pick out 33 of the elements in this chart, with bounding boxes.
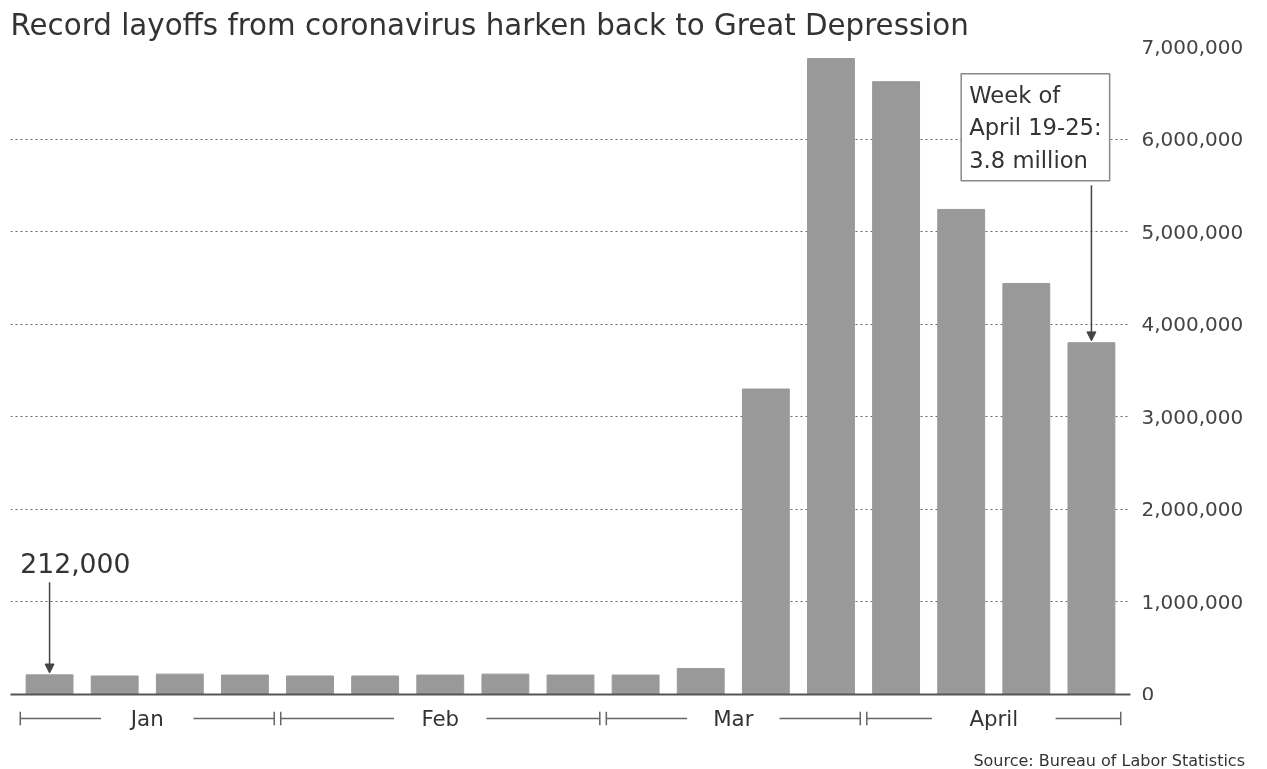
y-tick-label: 6,000,000 bbox=[1141, 127, 1244, 152]
text: Jan bbox=[128, 706, 164, 731]
text: April bbox=[969, 706, 1019, 731]
source-note: Source: Bureau of Labor Statistics bbox=[973, 750, 1245, 769]
annotation: 212,000 bbox=[20, 548, 131, 580]
bar bbox=[611, 674, 660, 695]
bar bbox=[872, 81, 921, 695]
bar bbox=[90, 675, 139, 695]
y-tick-label: 1,000,000 bbox=[1141, 589, 1244, 614]
bar bbox=[1002, 282, 1051, 695]
bar bbox=[155, 673, 204, 695]
bar bbox=[807, 58, 855, 695]
y-tick-label: 0 bbox=[1141, 681, 1155, 706]
text: Mar bbox=[713, 706, 754, 731]
y-tick-label: 2,000,000 bbox=[1141, 497, 1244, 522]
bar bbox=[676, 668, 725, 695]
chart-title: Record layoffs from coronavirus harken back to Great Depression bbox=[10, 7, 969, 42]
bar bbox=[937, 208, 986, 695]
bar bbox=[286, 675, 334, 695]
bar bbox=[351, 675, 400, 695]
y-tick-label: 3,000,000 bbox=[1141, 404, 1244, 429]
bar bbox=[220, 674, 269, 695]
annotation: Week of April 19-25: 3.8 million bbox=[969, 81, 1102, 173]
bar bbox=[741, 388, 790, 695]
y-tick-label: 5,000,000 bbox=[1141, 219, 1244, 244]
bar bbox=[1067, 342, 1116, 695]
bar bbox=[25, 674, 74, 695]
y-tick-label: 7,000,000 bbox=[1141, 34, 1244, 59]
y-tick-label: 4,000,000 bbox=[1141, 312, 1244, 337]
bar bbox=[546, 674, 595, 695]
text: Feb bbox=[421, 706, 460, 731]
bar bbox=[481, 673, 530, 695]
bar bbox=[416, 674, 465, 695]
